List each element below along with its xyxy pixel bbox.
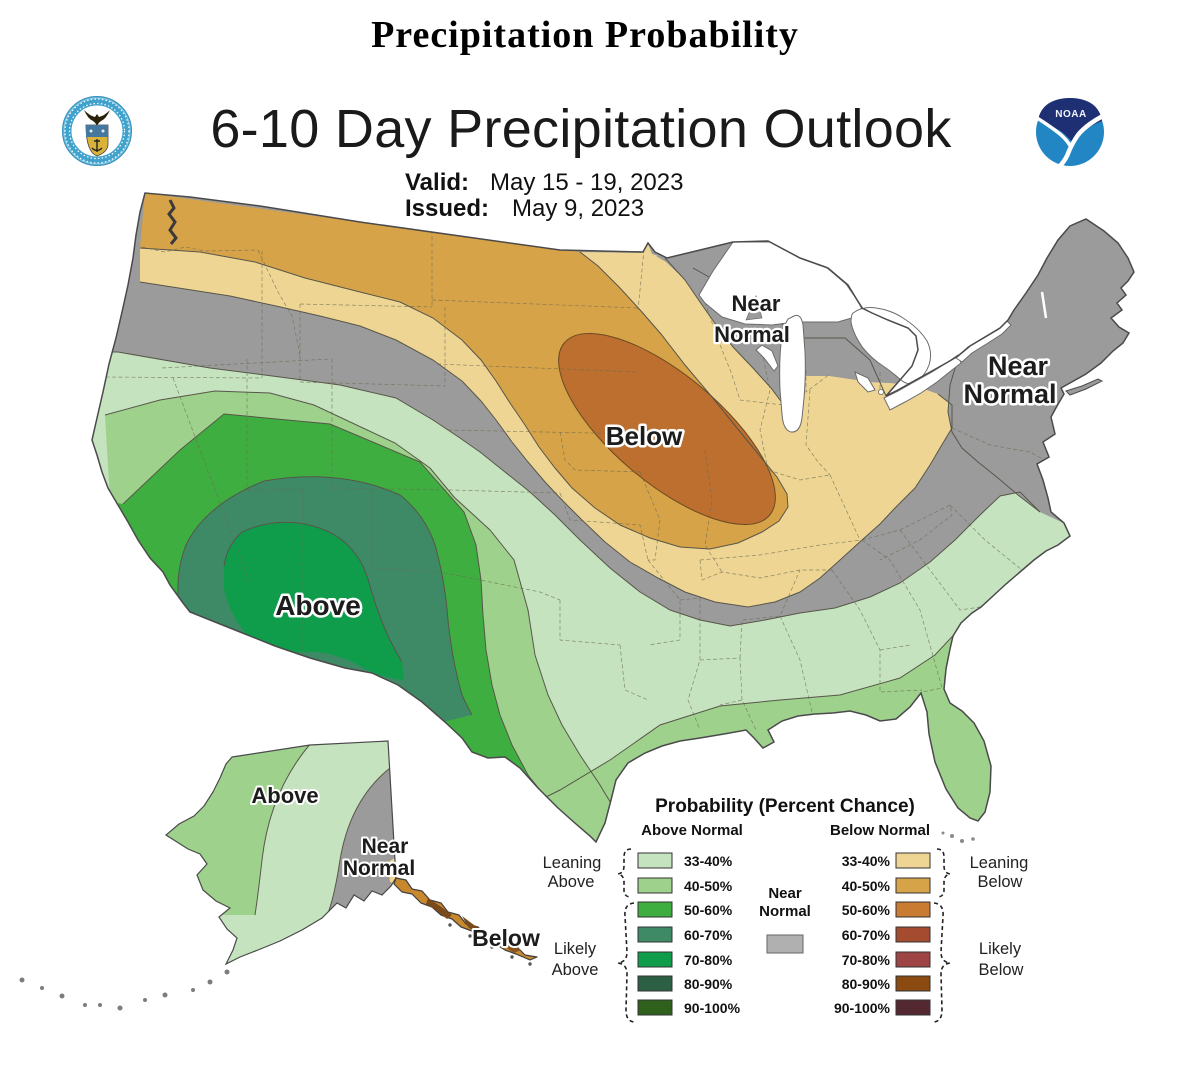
svg-text:90-100%: 90-100%	[834, 1000, 891, 1016]
svg-text:Likely: Likely	[554, 940, 597, 958]
svg-text:Below: Below	[979, 961, 1024, 979]
svg-text:40-50%: 40-50%	[842, 878, 891, 894]
svg-text:Near: Near	[988, 351, 1049, 381]
svg-text:80-90%: 80-90%	[684, 976, 733, 992]
svg-text:90-100%: 90-100%	[684, 1000, 741, 1016]
svg-text:Above: Above	[548, 873, 595, 891]
svg-text:70-80%: 70-80%	[684, 952, 733, 968]
svg-text:NOAA: NOAA	[1055, 109, 1086, 120]
svg-text:Above: Above	[275, 590, 361, 621]
svg-text:50-60%: 50-60%	[842, 902, 891, 918]
svg-text:Below: Below	[978, 873, 1023, 891]
svg-text:Normal: Normal	[714, 322, 790, 347]
svg-text:Above Normal: Above Normal	[641, 822, 743, 839]
svg-text:Normal: Normal	[963, 379, 1056, 409]
svg-text:Likely: Likely	[979, 940, 1022, 958]
svg-text:80-90%: 80-90%	[842, 976, 891, 992]
svg-text:Above: Above	[552, 961, 599, 979]
svg-text:60-70%: 60-70%	[684, 927, 733, 943]
svg-text:6-10 Day Precipitation Outlook: 6-10 Day Precipitation Outlook	[210, 99, 952, 159]
svg-text:Valid:: Valid:	[405, 169, 469, 196]
svg-text:Near: Near	[732, 291, 781, 316]
svg-text:Normal: Normal	[343, 857, 415, 880]
svg-text:60-70%: 60-70%	[842, 927, 891, 943]
svg-text:Near: Near	[362, 835, 409, 858]
svg-text:50-60%: 50-60%	[684, 902, 733, 918]
svg-text:May 9, 2023: May 9, 2023	[512, 195, 644, 222]
svg-text:May 15 - 19, 2023: May 15 - 19, 2023	[490, 169, 683, 196]
svg-text:Leaning: Leaning	[970, 854, 1029, 872]
svg-text:33-40%: 33-40%	[842, 853, 891, 869]
svg-text:Precipitation Probability: Precipitation Probability	[371, 14, 799, 56]
svg-text:Leaning: Leaning	[543, 854, 602, 872]
svg-text:Probability (Percent Chance): Probability (Percent Chance)	[655, 796, 915, 817]
svg-text:Below: Below	[472, 925, 540, 951]
svg-text:40-50%: 40-50%	[684, 878, 733, 894]
svg-text:Issued:: Issued:	[405, 195, 489, 222]
svg-text:Below Normal: Below Normal	[830, 822, 930, 839]
svg-text:33-40%: 33-40%	[684, 853, 733, 869]
svg-text:Above: Above	[251, 783, 318, 808]
svg-text:Normal: Normal	[759, 903, 811, 920]
svg-text:70-80%: 70-80%	[842, 952, 891, 968]
svg-text:Near: Near	[768, 885, 802, 902]
svg-text:Below: Below	[606, 421, 683, 451]
